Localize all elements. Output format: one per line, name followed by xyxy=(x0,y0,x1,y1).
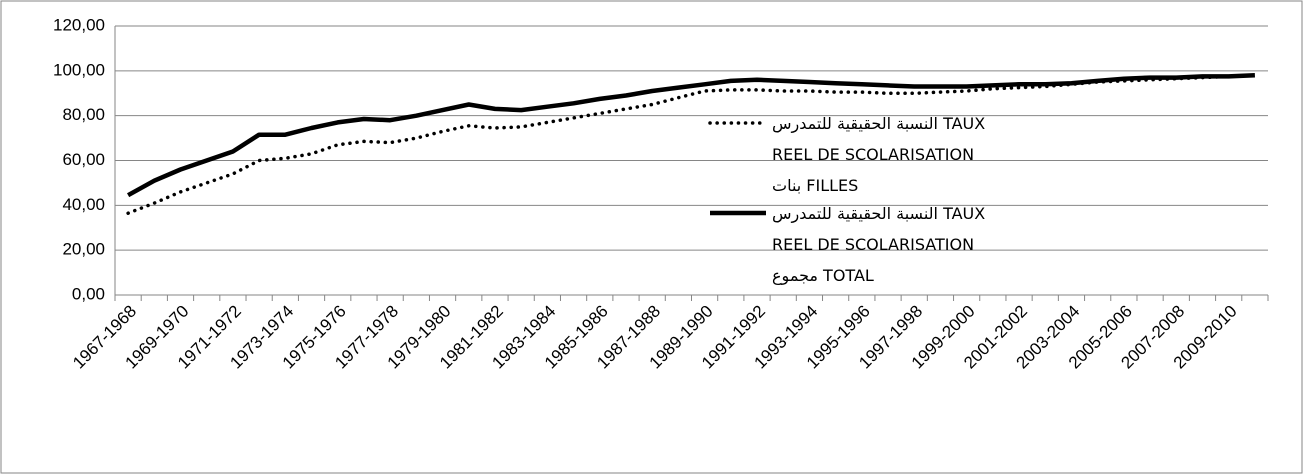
y-tick-label: 120,00 xyxy=(53,15,105,34)
legend-label: النسبة الحقيقية للتمدرس TAUX REEL DE SCO… xyxy=(772,204,986,285)
y-tick-label: 40,00 xyxy=(62,195,105,214)
legend-label: النسبة الحقيقية للتمدرس TAUX REEL DE SCO… xyxy=(772,114,986,195)
y-tick-label: 0,00 xyxy=(72,284,105,303)
series-line xyxy=(127,73,1255,198)
legend-item: النسبة الحقيقية للتمدرس TAUX REEL DE SCO… xyxy=(772,204,986,285)
y-tick-label: 60,00 xyxy=(62,150,105,169)
legend-item: النسبة الحقيقية للتمدرس TAUX REEL DE SCO… xyxy=(772,114,986,195)
y-tick-label: 80,00 xyxy=(62,105,105,124)
y-tick-label: 100,00 xyxy=(53,60,105,79)
y-tick-label: 20,00 xyxy=(62,240,105,259)
